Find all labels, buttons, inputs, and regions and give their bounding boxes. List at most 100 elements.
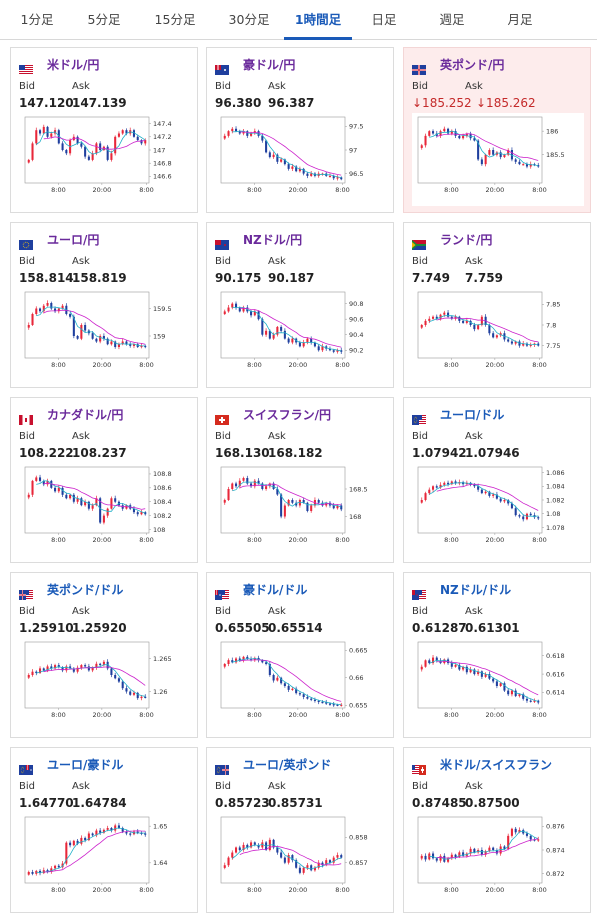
candle-body — [250, 842, 253, 848]
bid-label: Bid — [215, 606, 231, 617]
x-tick-label: 8:00 — [532, 536, 547, 544]
currency-pair-link[interactable]: ユーロ/ドル — [440, 408, 505, 422]
currency-pair-link[interactable]: 英ポンド/円 — [440, 58, 505, 72]
rate-card[interactable]: ユーロ/英ポンド Bid Ask 0.85723 0.85731 0.858 0.857 8:… — [206, 747, 394, 913]
tab-1hour[interactable]: 1時間足 — [284, 0, 352, 40]
candle-body — [328, 703, 332, 705]
currency-pair-link[interactable]: ユーロ/円 — [47, 233, 100, 247]
tab-weekly[interactable]: 週足 — [439, 12, 465, 27]
rate-card[interactable]: スイスフラン/円 Bid Ask 168.130 168.182 168.5 168 8:00… — [206, 397, 394, 563]
candle-body — [276, 154, 279, 162]
candle-body — [280, 494, 283, 517]
currency-pair-link[interactable]: NZドル/円 — [243, 233, 303, 247]
y-tick-label: 186 — [546, 127, 558, 135]
candle-body — [310, 865, 313, 871]
candle-body — [484, 851, 487, 855]
candle-body — [50, 303, 53, 309]
chart-container[interactable]: 1.65 1.64 8:00 20:00 8:00 — [19, 813, 191, 906]
x-tick-label: 8:00 — [532, 361, 547, 369]
candle-body — [61, 143, 64, 150]
rate-card[interactable]: 英ポンド/円 Bid Ask ↓185.252 ↓185.262 186 185.5 8:00… — [403, 47, 591, 213]
candle-body — [336, 855, 339, 858]
candle-body — [454, 131, 457, 136]
currency-pair-link[interactable]: スイスフラン/円 — [243, 408, 332, 422]
candle-body — [132, 344, 136, 346]
x-tick-label: 20:00 — [93, 536, 112, 544]
tab-15min[interactable]: 15分足 — [154, 12, 196, 27]
tab-1min[interactable]: 1分足 — [20, 12, 54, 27]
chart-plot-frame — [24, 291, 150, 359]
candle-body — [328, 860, 332, 863]
rate-card[interactable]: 米ドル/スイスフラン Bid Ask 0.87485 0.87500 0.876 0.874… — [403, 747, 591, 913]
chart-container[interactable]: 0.858 0.857 8:00 20:00 8:00 — [215, 813, 387, 906]
ask-label: Ask — [268, 81, 286, 92]
rate-card[interactable]: ランド/円 Bid Ask 7.749 7.759 7.85 7.8 7.75 8:00 20:0… — [403, 222, 591, 388]
chart-container[interactable]: 108.8 108.6 108.4 108.2 108 8:00 20:00 8:00 — [19, 463, 191, 556]
ma-slow-line — [43, 830, 146, 873]
candle-body — [306, 502, 309, 511]
chart-container[interactable]: 0.876 0.874 0.872 8:00 20:00 8:00 — [412, 813, 584, 906]
currency-flag-icon — [215, 585, 229, 600]
candle-body — [458, 135, 461, 139]
candle-body — [76, 840, 79, 844]
rate-card[interactable]: ユーロ/豪ドル Bid Ask 1.64770 1.64784 1.65 1.64 8:00 2… — [10, 747, 198, 913]
rate-card[interactable]: ユーロ/円 Bid Ask 158.814 158.819 159.5 159 8:00 20:… — [10, 222, 198, 388]
chart-container[interactable]: 159.5 159 8:00 20:00 8:00 — [19, 288, 191, 381]
y-tick-label: 90.4 — [349, 331, 363, 339]
rate-card[interactable]: カナダドル/円 Bid Ask 108.222 108.237 108.8 108.6 108… — [10, 397, 198, 563]
rate-card[interactable]: 豪ドル/円 Bid Ask 96.380 96.387 97.5 97 96.5 8:00 20:… — [206, 47, 394, 213]
ma-fast-line — [36, 480, 146, 514]
chart-container[interactable]: 0.665 0.66 0.655 8:00 20:00 8:00 — [215, 638, 387, 731]
currency-pair-link[interactable]: 英ポンド/ドル — [47, 583, 124, 597]
price-chart: 1.265 1.26 8:00 20:00 8:00 — [24, 641, 172, 719]
candle-body — [280, 159, 283, 162]
ask-label: Ask — [72, 256, 90, 267]
tab-5min[interactable]: 5分足 — [87, 12, 121, 27]
chart-container[interactable]: 147.4 147.2 147 146.8 146.6 8:00 20:00 8:00 — [19, 113, 191, 206]
currency-pair-link[interactable]: 豪ドル/ドル — [243, 583, 308, 597]
chart-container[interactable]: 1.086 1.084 1.082 1.08 1.078 8:00 20:00 8:00 — [412, 463, 584, 556]
candle-body — [499, 498, 502, 502]
tab-30min[interactable]: 30分足 — [228, 12, 270, 27]
candle-body — [488, 491, 491, 496]
rate-card[interactable]: 米ドル/円 Bid Ask 147.120 147.139 147.4 147.2 147 14… — [10, 47, 198, 213]
chart-container[interactable]: 97.5 97 96.5 8:00 20:00 8:00 — [215, 113, 387, 206]
chart-container[interactable]: 186 185.5 8:00 20:00 8:00 — [412, 113, 584, 206]
chart-container[interactable]: 168.5 168 8:00 20:00 8:00 — [215, 463, 387, 556]
currency-pair-link[interactable]: カナダドル/円 — [47, 408, 124, 422]
currency-pair-link[interactable]: ユーロ/英ポンド — [243, 758, 332, 772]
candle-body — [321, 502, 324, 506]
candle-body — [272, 334, 275, 339]
candle-body — [38, 308, 42, 312]
currency-pair-link[interactable]: 米ドル/円 — [47, 58, 100, 72]
candle-body — [431, 657, 435, 664]
chart-container[interactable]: 0.618 0.616 0.614 8:00 20:00 8:00 — [412, 638, 584, 731]
candle-body — [431, 316, 435, 319]
candle-body — [522, 516, 525, 520]
chart-container[interactable]: 1.265 1.26 8:00 20:00 8:00 — [19, 638, 191, 731]
currency-pair-link[interactable]: 米ドル/スイスフラン — [440, 758, 553, 772]
candle-body — [117, 825, 120, 828]
tab-monthly[interactable]: 月足 — [507, 12, 533, 27]
candle-body — [276, 677, 279, 681]
currency-pair-link[interactable]: ランド/円 — [440, 233, 493, 247]
currency-pair-link[interactable]: 豪ドル/円 — [243, 58, 296, 72]
candle-body — [276, 326, 279, 335]
candle-body — [80, 143, 83, 147]
currency-pair-link[interactable]: ユーロ/豪ドル — [47, 758, 124, 772]
chart-container[interactable]: 7.85 7.8 7.75 8:00 20:00 8:00 — [412, 288, 584, 381]
rate-card[interactable]: ユーロ/ドル Bid Ask 1.07942 1.07946 1.086 1.084 1.08… — [403, 397, 591, 563]
rate-card[interactable]: 英ポンド/ドル Bid Ask 1.25910 1.25920 1.265 1.26 8:00… — [10, 572, 198, 738]
rate-card[interactable]: NZドル/円 Bid Ask 90.175 90.187 90.8 90.6 90.4 90.2… — [206, 222, 394, 388]
candle-body — [287, 686, 290, 690]
rate-card[interactable]: 豪ドル/ドル Bid Ask 0.65505 0.65514 0.665 0.66 0.655… — [206, 572, 394, 738]
ma-fast-line — [232, 481, 342, 508]
currency-pair-link[interactable]: NZドル/ドル — [440, 583, 512, 597]
rate-card[interactable]: NZドル/ドル Bid Ask 0.61287 0.61301 0.618 0.616 0.6… — [403, 572, 591, 738]
y-tick-label: 168.5 — [349, 485, 368, 493]
chart-container[interactable]: 90.8 90.6 90.4 90.2 8:00 20:00 8:00 — [215, 288, 387, 381]
tab-daily[interactable]: 日足 — [371, 12, 397, 27]
candle-body — [125, 130, 128, 134]
candle-body — [136, 512, 139, 515]
candle-body — [431, 131, 435, 134]
